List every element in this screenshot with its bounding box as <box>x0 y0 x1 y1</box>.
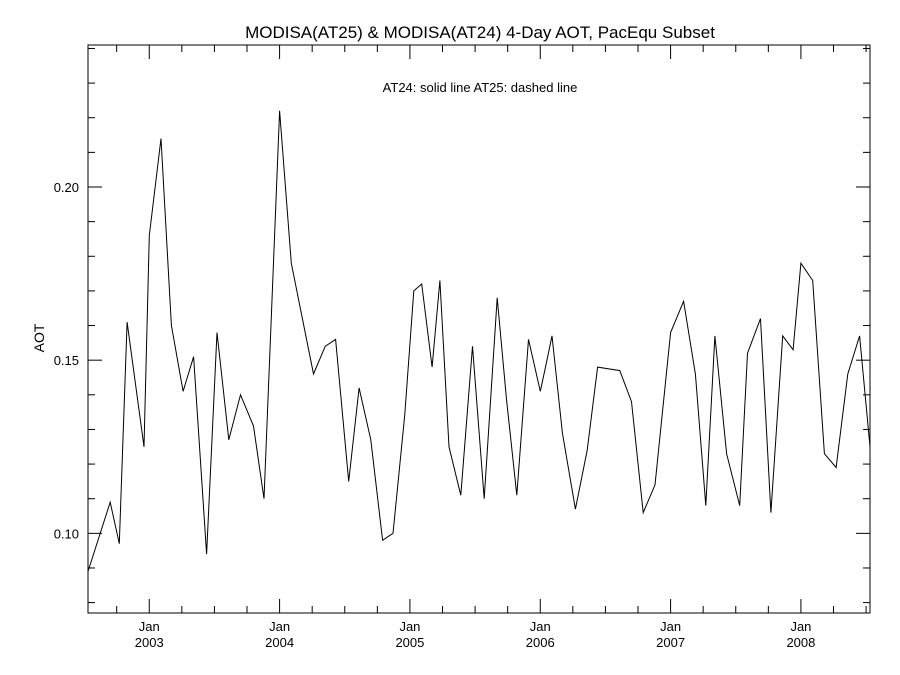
x-tick-label: Jan <box>139 619 160 634</box>
x-tick-label: 2007 <box>656 635 685 650</box>
y-tick-label: 0.20 <box>54 180 79 195</box>
x-tick-label: Jan <box>660 619 681 634</box>
x-tick-label: Jan <box>269 619 290 634</box>
y-axis-label: AOT <box>31 323 47 352</box>
y-tick-label: 0.10 <box>54 526 79 541</box>
series-layer <box>87 110 871 572</box>
legend-annotation: AT24: solid line AT25: dashed line <box>383 80 578 95</box>
x-tick-label: Jan <box>399 619 420 634</box>
series-line-at24 <box>87 110 871 572</box>
y-tick-label: 0.15 <box>54 353 79 368</box>
plot-frame <box>87 44 871 614</box>
x-tick-label: 2003 <box>135 635 164 650</box>
x-tick-label: 2008 <box>786 635 815 650</box>
x-tick-label: 2006 <box>526 635 555 650</box>
x-tick-label: Jan <box>530 619 551 634</box>
axis-tick-labels: 0.100.150.20Jan2003Jan2004Jan2005Jan2006… <box>54 180 816 650</box>
x-tick-label: Jan <box>790 619 811 634</box>
x-tick-label: 2005 <box>395 635 424 650</box>
x-tick-label: 2004 <box>265 635 294 650</box>
chart-title: MODISA(AT25) & MODISA(AT24) 4-Day AOT, P… <box>245 23 715 42</box>
